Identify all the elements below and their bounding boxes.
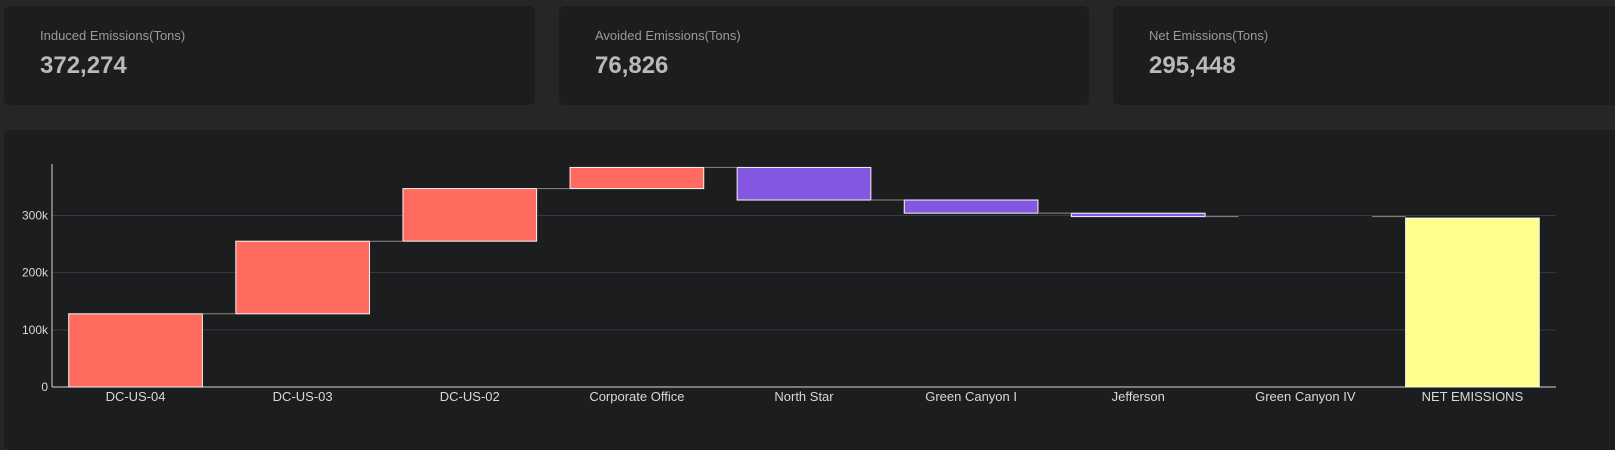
- waterfall-bar: [1070, 212, 1206, 218]
- y-tick-label: 0: [41, 380, 48, 394]
- avoided-emissions-card: Avoided Emissions(Tons) 76,826: [559, 6, 1089, 105]
- waterfall-bar: [569, 166, 705, 190]
- x-tick-label: DC-US-02: [440, 389, 500, 404]
- x-tick-label: NET EMISSIONS: [1422, 389, 1524, 404]
- avoided-emissions-label: Avoided Emissions(Tons): [595, 28, 741, 43]
- net-emissions-value: 295,448: [1149, 52, 1236, 79]
- x-tick-label: North Star: [774, 389, 834, 404]
- y-tick-label: 200k: [22, 266, 49, 280]
- x-tick-label: DC-US-04: [106, 389, 166, 404]
- induced-emissions-label: Induced Emissions(Tons): [40, 28, 186, 43]
- y-tick-label: 100k: [22, 323, 49, 337]
- induced-emissions-value: 372,274: [40, 52, 127, 79]
- x-tick-label: Green Canyon IV: [1255, 389, 1356, 404]
- waterfall-chart-panel: 0 100k 200k 300k DC-US-04 DC-US-03 DC-US-02 Cor…: [4, 130, 1615, 450]
- x-tick-label: Green Canyon I: [925, 389, 1017, 404]
- waterfall-bar: [903, 199, 1039, 214]
- waterfall-bar: [736, 166, 872, 201]
- x-tick-label: Corporate Office: [589, 389, 684, 404]
- y-tick-label: 300k: [22, 208, 49, 222]
- x-tick-label: DC-US-03: [273, 389, 333, 404]
- waterfall-bar: [68, 313, 203, 388]
- avoided-emissions-value: 76,826: [595, 52, 669, 79]
- waterfall-bar: [235, 240, 371, 315]
- x-tick-label: Jefferson: [1112, 389, 1165, 404]
- waterfall-chart: 0 100k 200k 300k DC-US-04 DC-US-03 DC-US-02 Cor…: [22, 164, 1556, 404]
- waterfall-bar: [402, 188, 538, 242]
- waterfall-bar: [1405, 217, 1540, 388]
- net-emissions-label: Net Emissions(Tons): [1149, 28, 1269, 43]
- induced-emissions-card: Induced Emissions(Tons) 372,274: [4, 6, 535, 105]
- net-emissions-card: Net Emissions(Tons) 295,448: [1113, 6, 1615, 105]
